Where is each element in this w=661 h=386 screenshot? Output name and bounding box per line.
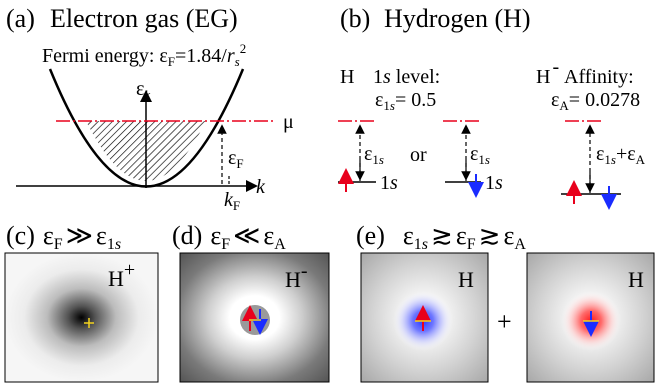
panel-e-atom-label-1: H [458, 267, 474, 292]
superposition-plus: + [497, 307, 512, 336]
hydride-label: H- [536, 56, 559, 88]
panel-e-atom-label-2: H [628, 267, 644, 292]
panel-d-ion-label: H- [285, 260, 308, 292]
level-1s-tag-1: 1s [380, 172, 398, 194]
panel-a: (a) Electron gas (EG) Fermi energy: εF=1… [6, 4, 294, 213]
panel-c-header: (c) εF ≫ ε1s [6, 221, 121, 253]
affinity-value: εA= 0.0278 [551, 89, 640, 113]
binding-label-2: ε1s [470, 143, 490, 167]
panel-a-label: (a) [6, 4, 35, 33]
fermi-energy-label: εF [228, 147, 244, 171]
fermi-energy-formula: Fermi energy: εF=1.84/rs2 [42, 41, 246, 69]
energy-axis-label: εk [136, 78, 150, 102]
hydrogen-label: H [340, 66, 354, 88]
or-label: or [410, 144, 427, 166]
panel-d-density-map: H- [179, 252, 330, 383]
binding-label-1: ε1s [364, 143, 384, 167]
level-1s-value: ε1s= 0.5 [375, 89, 436, 113]
panel-e-header: (e) ε1s ≳ εF ≳ εA [356, 221, 526, 253]
momentum-axis-label: k [256, 176, 266, 198]
panel-c-density-map: H+ [4, 252, 159, 383]
fermi-momentum-label: kF [224, 189, 240, 213]
panel-b: (b) Hydrogen (H) H 1s level: ε1s= 0.5 H-… [338, 4, 646, 210]
panel-a-title: Electron gas (EG) [50, 4, 238, 33]
panel-e-density-map-red: H [526, 252, 655, 383]
level-1s-tag-2: 1s [485, 172, 503, 194]
panel-b-label: (b) [340, 4, 370, 33]
panel-c-ion-label: H+ [108, 259, 135, 291]
mu-label: μ [283, 111, 294, 133]
bottom-headers: (c) εF ≫ ε1s (d) εF ≪ εA (e) ε1s ≳ εF ≳ εA [6, 221, 526, 253]
panel-d-header: (d) εF ≪ εA [172, 221, 286, 253]
panel-b-title: Hydrogen (H) [384, 4, 531, 33]
panel-e-density-map-blue: H [360, 252, 489, 383]
level-1s-label: 1s level: [373, 66, 440, 88]
affinity-binding-label: ε1s+εA [596, 143, 646, 167]
affinity-label: Affinity: [564, 66, 634, 88]
